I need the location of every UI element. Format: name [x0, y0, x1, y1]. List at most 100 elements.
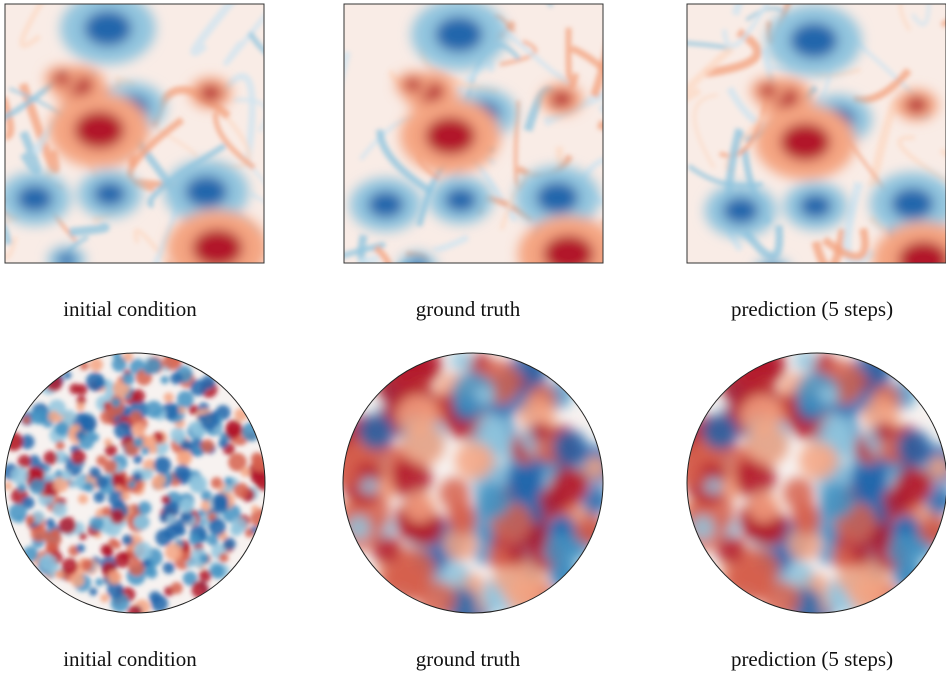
- blob: [851, 464, 884, 497]
- blob: [146, 567, 157, 578]
- blob: [109, 538, 118, 547]
- blob: [397, 394, 436, 433]
- filament: [603, 221, 639, 278]
- blob: [166, 514, 176, 524]
- blob: [52, 528, 60, 536]
- blob: [144, 435, 157, 448]
- blob: [133, 472, 143, 482]
- blob: [71, 450, 86, 465]
- blob: [55, 570, 64, 579]
- vortex-core: [800, 194, 832, 218]
- blob: [177, 391, 194, 408]
- blob: [131, 389, 145, 403]
- filament: [118, 260, 170, 286]
- blob: [213, 497, 229, 513]
- blob: [508, 581, 543, 616]
- blob: [103, 460, 117, 474]
- blob: [39, 554, 57, 572]
- blob: [240, 467, 250, 477]
- blob: [475, 482, 511, 518]
- blob: [89, 588, 97, 596]
- blob: [105, 444, 117, 456]
- sphere-field: [672, 346, 946, 627]
- blob: [11, 467, 29, 485]
- blob: [61, 470, 71, 480]
- blob: [225, 424, 240, 439]
- blob: [251, 505, 258, 512]
- blob: [189, 422, 197, 430]
- blob: [165, 524, 180, 539]
- blob: [358, 414, 394, 450]
- blob: [820, 386, 838, 404]
- vorticity-field: [659, 0, 946, 298]
- blob: [507, 464, 540, 497]
- blob: [84, 482, 95, 493]
- blob: [89, 467, 101, 479]
- blob: [201, 375, 215, 389]
- blob: [142, 468, 154, 480]
- blob: [748, 492, 780, 524]
- blob: [201, 439, 215, 453]
- blob: [447, 500, 475, 528]
- vortex-core: [94, 182, 126, 206]
- panel-caption: ground truth: [416, 647, 521, 671]
- blob: [79, 532, 87, 540]
- blob: [54, 422, 68, 436]
- blob: [702, 414, 738, 450]
- blob: [79, 414, 97, 432]
- figure: initial conditionground truthprediction …: [0, 0, 946, 675]
- blob: [76, 402, 85, 411]
- blob: [94, 492, 105, 503]
- blob: [487, 547, 510, 570]
- panel-caption: initial condition: [63, 647, 197, 671]
- blob: [133, 515, 149, 531]
- blob: [186, 560, 194, 568]
- blob: [18, 455, 31, 468]
- blob: [915, 541, 934, 560]
- vortex-core: [536, 182, 578, 214]
- blob: [799, 441, 838, 480]
- blob: [59, 517, 76, 534]
- blob: [134, 542, 152, 560]
- vortex-core: [445, 188, 477, 212]
- blob: [154, 456, 172, 474]
- blob: [162, 495, 171, 504]
- blob: [138, 501, 152, 515]
- blob: [149, 591, 161, 603]
- vortex-core: [551, 91, 572, 107]
- blob: [404, 492, 436, 524]
- vortex-core: [17, 185, 53, 212]
- blob: [165, 543, 183, 561]
- blob: [38, 462, 45, 469]
- blob: [110, 510, 125, 525]
- blob: [63, 410, 76, 423]
- vortex-core: [780, 123, 830, 161]
- filament: [598, 124, 637, 134]
- panel-caption: ground truth: [416, 297, 521, 321]
- blob: [476, 386, 494, 404]
- vortex-core: [404, 78, 422, 91]
- blob: [361, 477, 378, 494]
- blob: [89, 516, 103, 530]
- blob: [161, 376, 169, 384]
- blob: [141, 446, 150, 455]
- blob: [346, 515, 371, 540]
- blob: [218, 438, 228, 448]
- blob: [194, 447, 202, 455]
- blob: [705, 477, 722, 494]
- blob: [111, 398, 121, 408]
- vortex-core: [53, 72, 71, 85]
- vortex-core: [192, 229, 243, 267]
- blob: [443, 561, 468, 586]
- blob: [455, 441, 494, 480]
- blob: [133, 455, 142, 464]
- blob: [852, 581, 887, 616]
- blob: [571, 541, 590, 560]
- blob: [199, 554, 209, 564]
- blob: [831, 547, 854, 570]
- blob: [8, 503, 27, 522]
- vortex-core: [790, 23, 838, 59]
- blob: [142, 559, 150, 567]
- vortex-core: [891, 188, 933, 220]
- blob: [219, 553, 229, 563]
